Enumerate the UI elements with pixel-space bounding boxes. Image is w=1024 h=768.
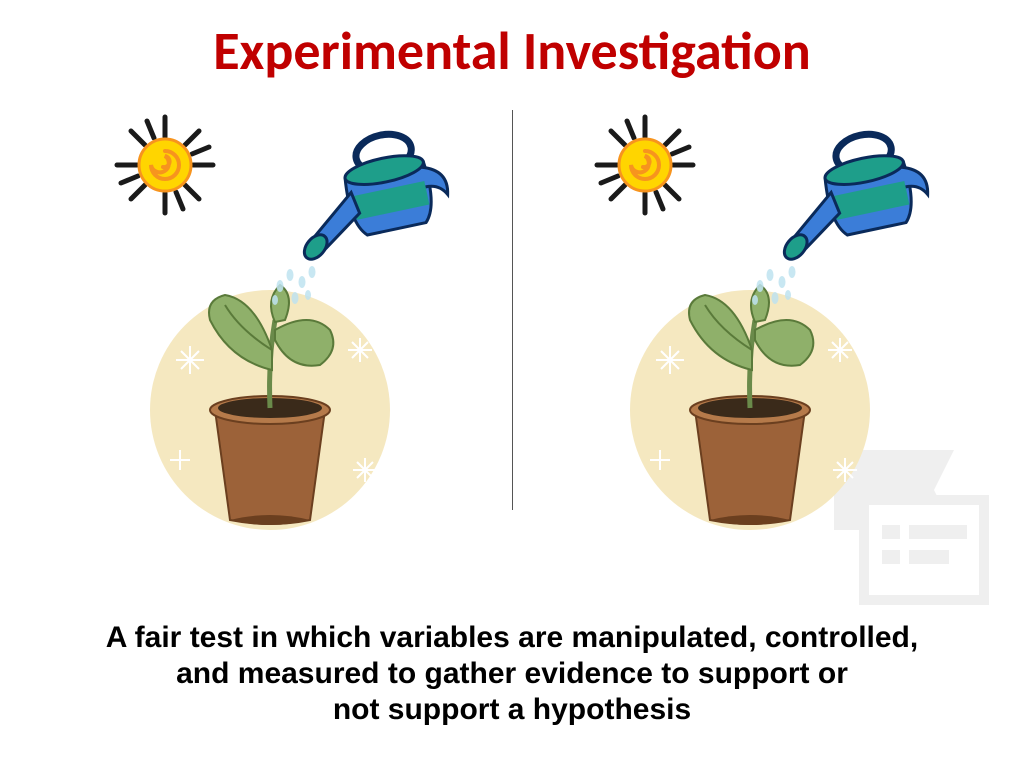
definition-caption: A fair test in which variables are manip…: [0, 620, 1024, 728]
caption-line-1: A fair test in which variables are manip…: [0, 620, 1024, 656]
illustration-area: [0, 100, 1024, 540]
sun-icon: [117, 117, 213, 213]
experiment-panel-left: [80, 100, 480, 540]
caption-line-3: not support a hypothesis: [0, 692, 1024, 728]
experiment-panel-right: [560, 100, 960, 540]
panel-divider: [512, 110, 513, 510]
caption-line-2: and measured to gather evidence to suppo…: [0, 656, 1024, 692]
pot-icon: [210, 396, 330, 525]
watering-can-icon: [280, 124, 457, 266]
page-title: Experimental Investigation: [0, 0, 1024, 84]
